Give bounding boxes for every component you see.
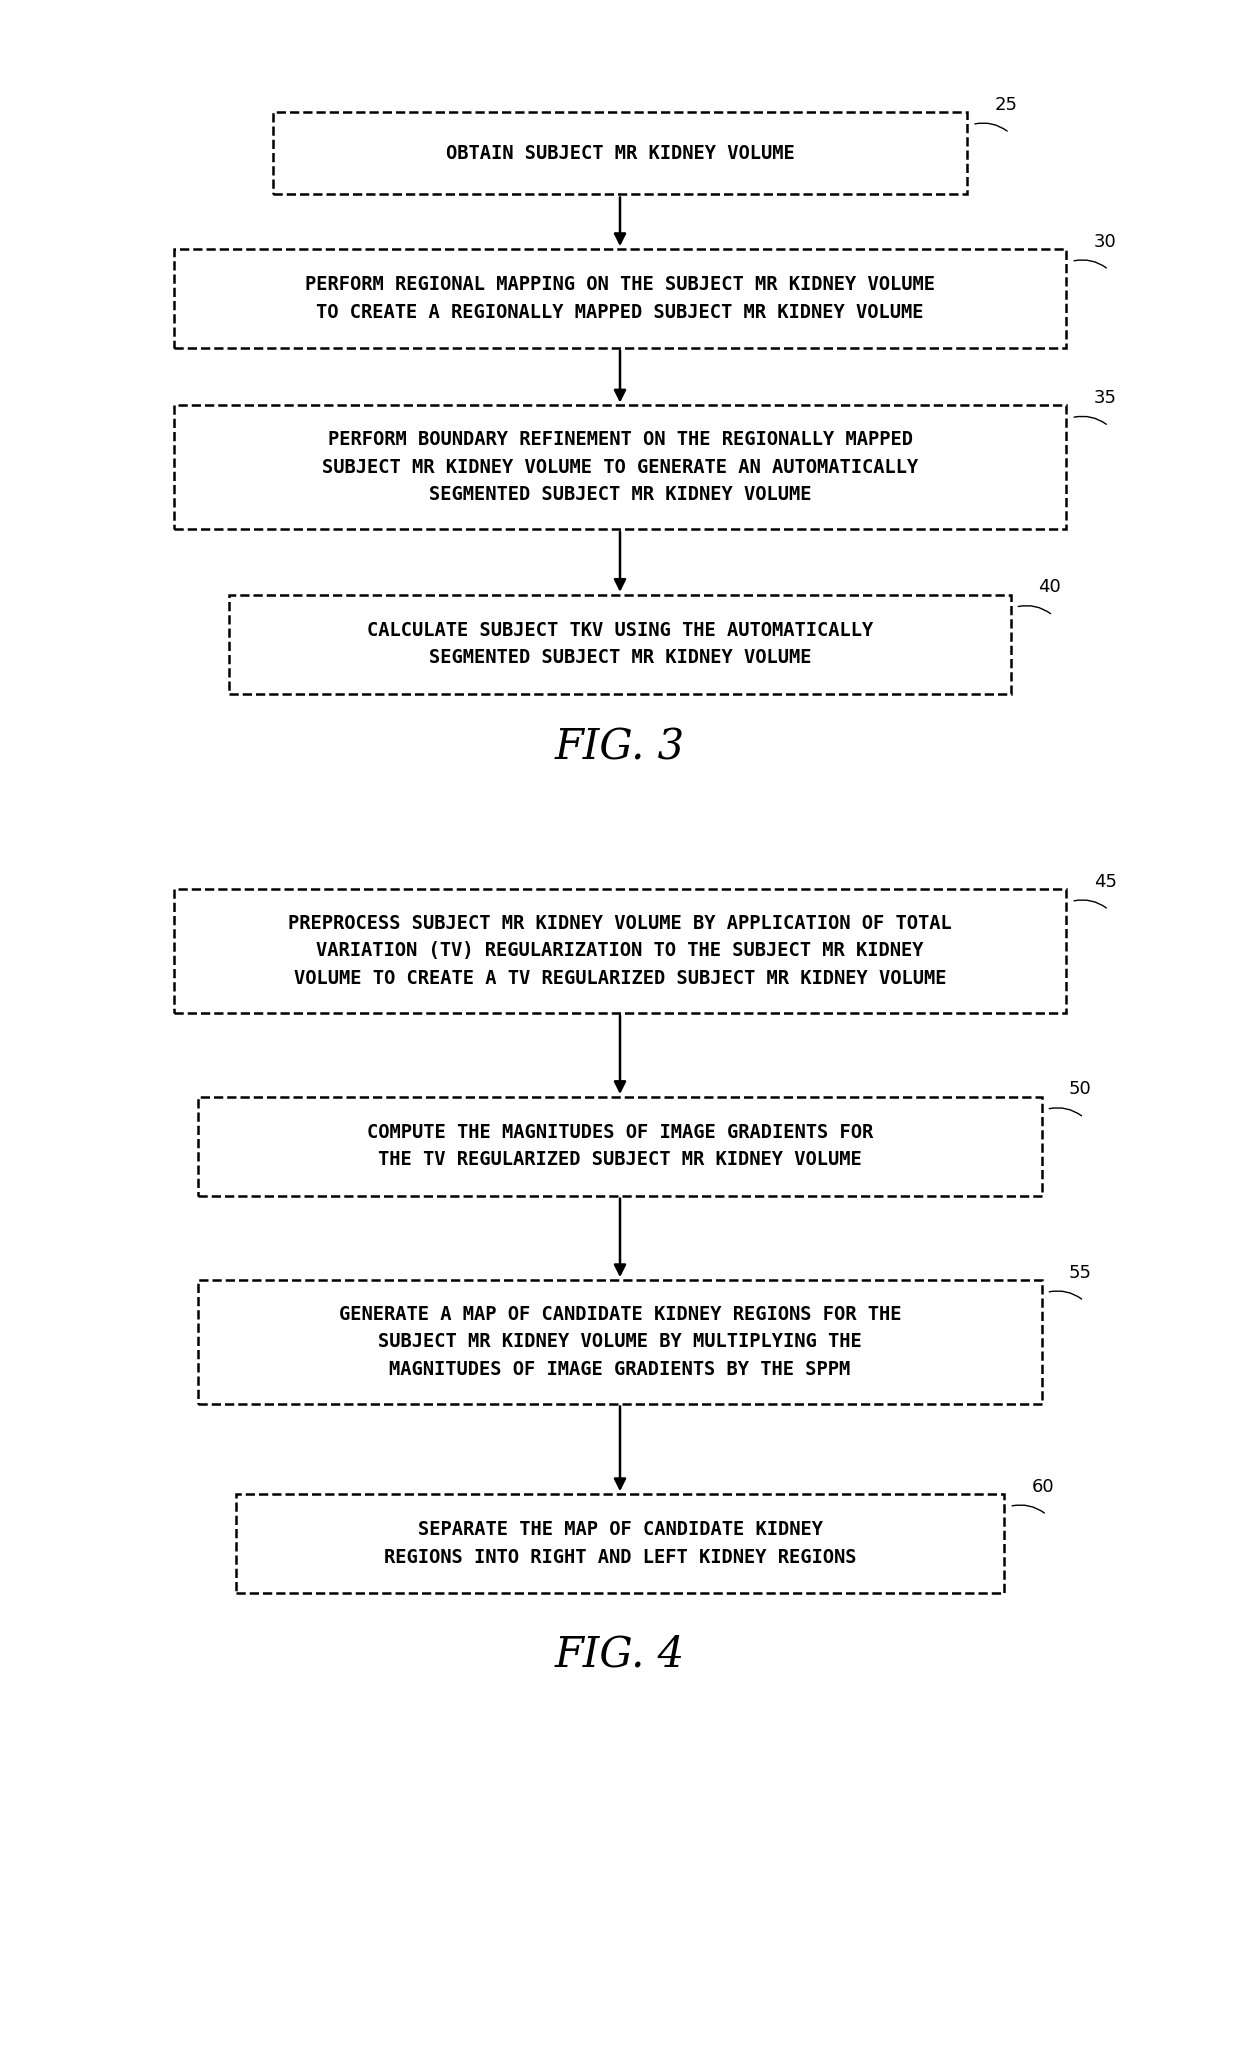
Text: PERFORM REGIONAL MAPPING ON THE SUBJECT MR KIDNEY VOLUME
TO CREATE A REGIONALLY : PERFORM REGIONAL MAPPING ON THE SUBJECT …	[305, 276, 935, 321]
Text: GENERATE A MAP OF CANDIDATE KIDNEY REGIONS FOR THE
SUBJECT MR KIDNEY VOLUME BY M: GENERATE A MAP OF CANDIDATE KIDNEY REGIO…	[339, 1305, 901, 1379]
Text: 35: 35	[1094, 389, 1117, 407]
Text: SEPARATE THE MAP OF CANDIDATE KIDNEY
REGIONS INTO RIGHT AND LEFT KIDNEY REGIONS: SEPARATE THE MAP OF CANDIDATE KIDNEY REG…	[383, 1521, 857, 1566]
Bar	[273, 111, 967, 196]
Text: 40: 40	[1038, 578, 1060, 597]
Bar	[174, 405, 1066, 529]
Text: 50: 50	[1069, 1080, 1091, 1099]
Bar	[174, 249, 1066, 348]
Text: PREPROCESS SUBJECT MR KIDNEY VOLUME BY APPLICATION OF TOTAL
VARIATION (TV) REGUL: PREPROCESS SUBJECT MR KIDNEY VOLUME BY A…	[288, 914, 952, 988]
Bar	[229, 595, 1011, 694]
Text: OBTAIN SUBJECT MR KIDNEY VOLUME: OBTAIN SUBJECT MR KIDNEY VOLUME	[445, 144, 795, 163]
Text: COMPUTE THE MAGNITUDES OF IMAGE GRADIENTS FOR
THE TV REGULARIZED SUBJECT MR KIDN: COMPUTE THE MAGNITUDES OF IMAGE GRADIENT…	[367, 1124, 873, 1169]
Text: FIG. 3: FIG. 3	[556, 726, 684, 768]
Text: 25: 25	[994, 95, 1018, 113]
Bar	[236, 1494, 1004, 1593]
Text: 60: 60	[1032, 1478, 1054, 1496]
Text: CALCULATE SUBJECT TKV USING THE AUTOMATICALLY
SEGMENTED SUBJECT MR KIDNEY VOLUME: CALCULATE SUBJECT TKV USING THE AUTOMATI…	[367, 622, 873, 667]
Bar	[198, 1097, 1042, 1196]
Text: 45: 45	[1094, 873, 1117, 891]
Text: PERFORM BOUNDARY REFINEMENT ON THE REGIONALLY MAPPED
SUBJECT MR KIDNEY VOLUME TO: PERFORM BOUNDARY REFINEMENT ON THE REGIO…	[322, 430, 918, 504]
Bar	[198, 1280, 1042, 1404]
Text: 55: 55	[1069, 1264, 1092, 1282]
Text: 30: 30	[1094, 233, 1116, 251]
Bar	[174, 889, 1066, 1013]
Text: FIG. 4: FIG. 4	[556, 1634, 684, 1675]
